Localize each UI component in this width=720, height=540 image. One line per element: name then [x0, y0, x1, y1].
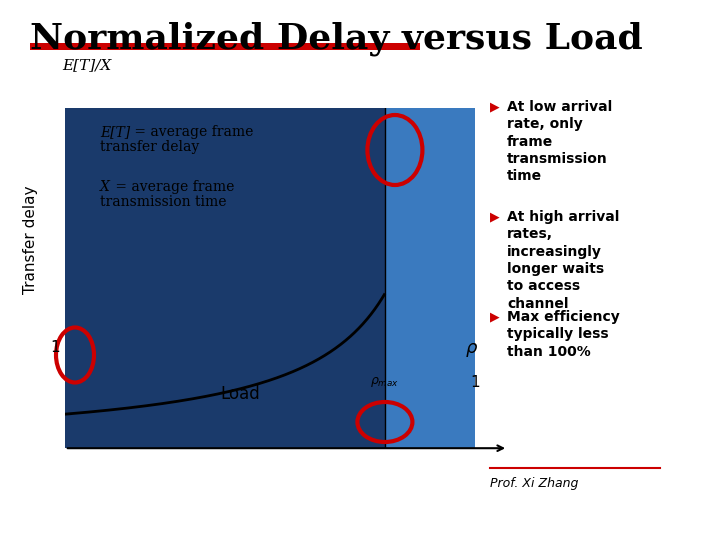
Text: $\rho$: $\rho$ — [465, 341, 478, 359]
Text: Prof. Xi Zhang: Prof. Xi Zhang — [490, 477, 578, 490]
Text: At low arrival
rate, only
frame
transmission
time: At low arrival rate, only frame transmis… — [507, 100, 612, 183]
Text: X: X — [100, 180, 110, 194]
Text: ▶: ▶ — [490, 310, 500, 323]
Text: E[T]: E[T] — [100, 125, 130, 139]
Text: Max efficiency
typically less
than 100%: Max efficiency typically less than 100% — [507, 310, 620, 359]
Text: Transfer delay: Transfer delay — [22, 186, 37, 294]
Text: At high arrival
rates,
increasingly
longer waits
to access
channel: At high arrival rates, increasingly long… — [507, 210, 619, 310]
Text: Normalized Delay versus Load: Normalized Delay versus Load — [30, 22, 643, 57]
Bar — [385, 108, 475, 448]
Text: $\rho_{max}$: $\rho_{max}$ — [370, 375, 400, 389]
Text: ▶: ▶ — [490, 100, 500, 113]
Text: transfer delay: transfer delay — [100, 140, 199, 154]
Text: 1: 1 — [50, 341, 60, 355]
Text: transmission time: transmission time — [100, 195, 227, 209]
Text: E[T]/X: E[T]/X — [62, 58, 112, 72]
Bar — [30, 43, 420, 50]
Text: Load: Load — [220, 385, 260, 403]
Text: 1: 1 — [470, 375, 480, 390]
Text: = average frame: = average frame — [130, 125, 253, 139]
Text: = average frame: = average frame — [111, 180, 235, 194]
Text: ▶: ▶ — [490, 210, 500, 223]
